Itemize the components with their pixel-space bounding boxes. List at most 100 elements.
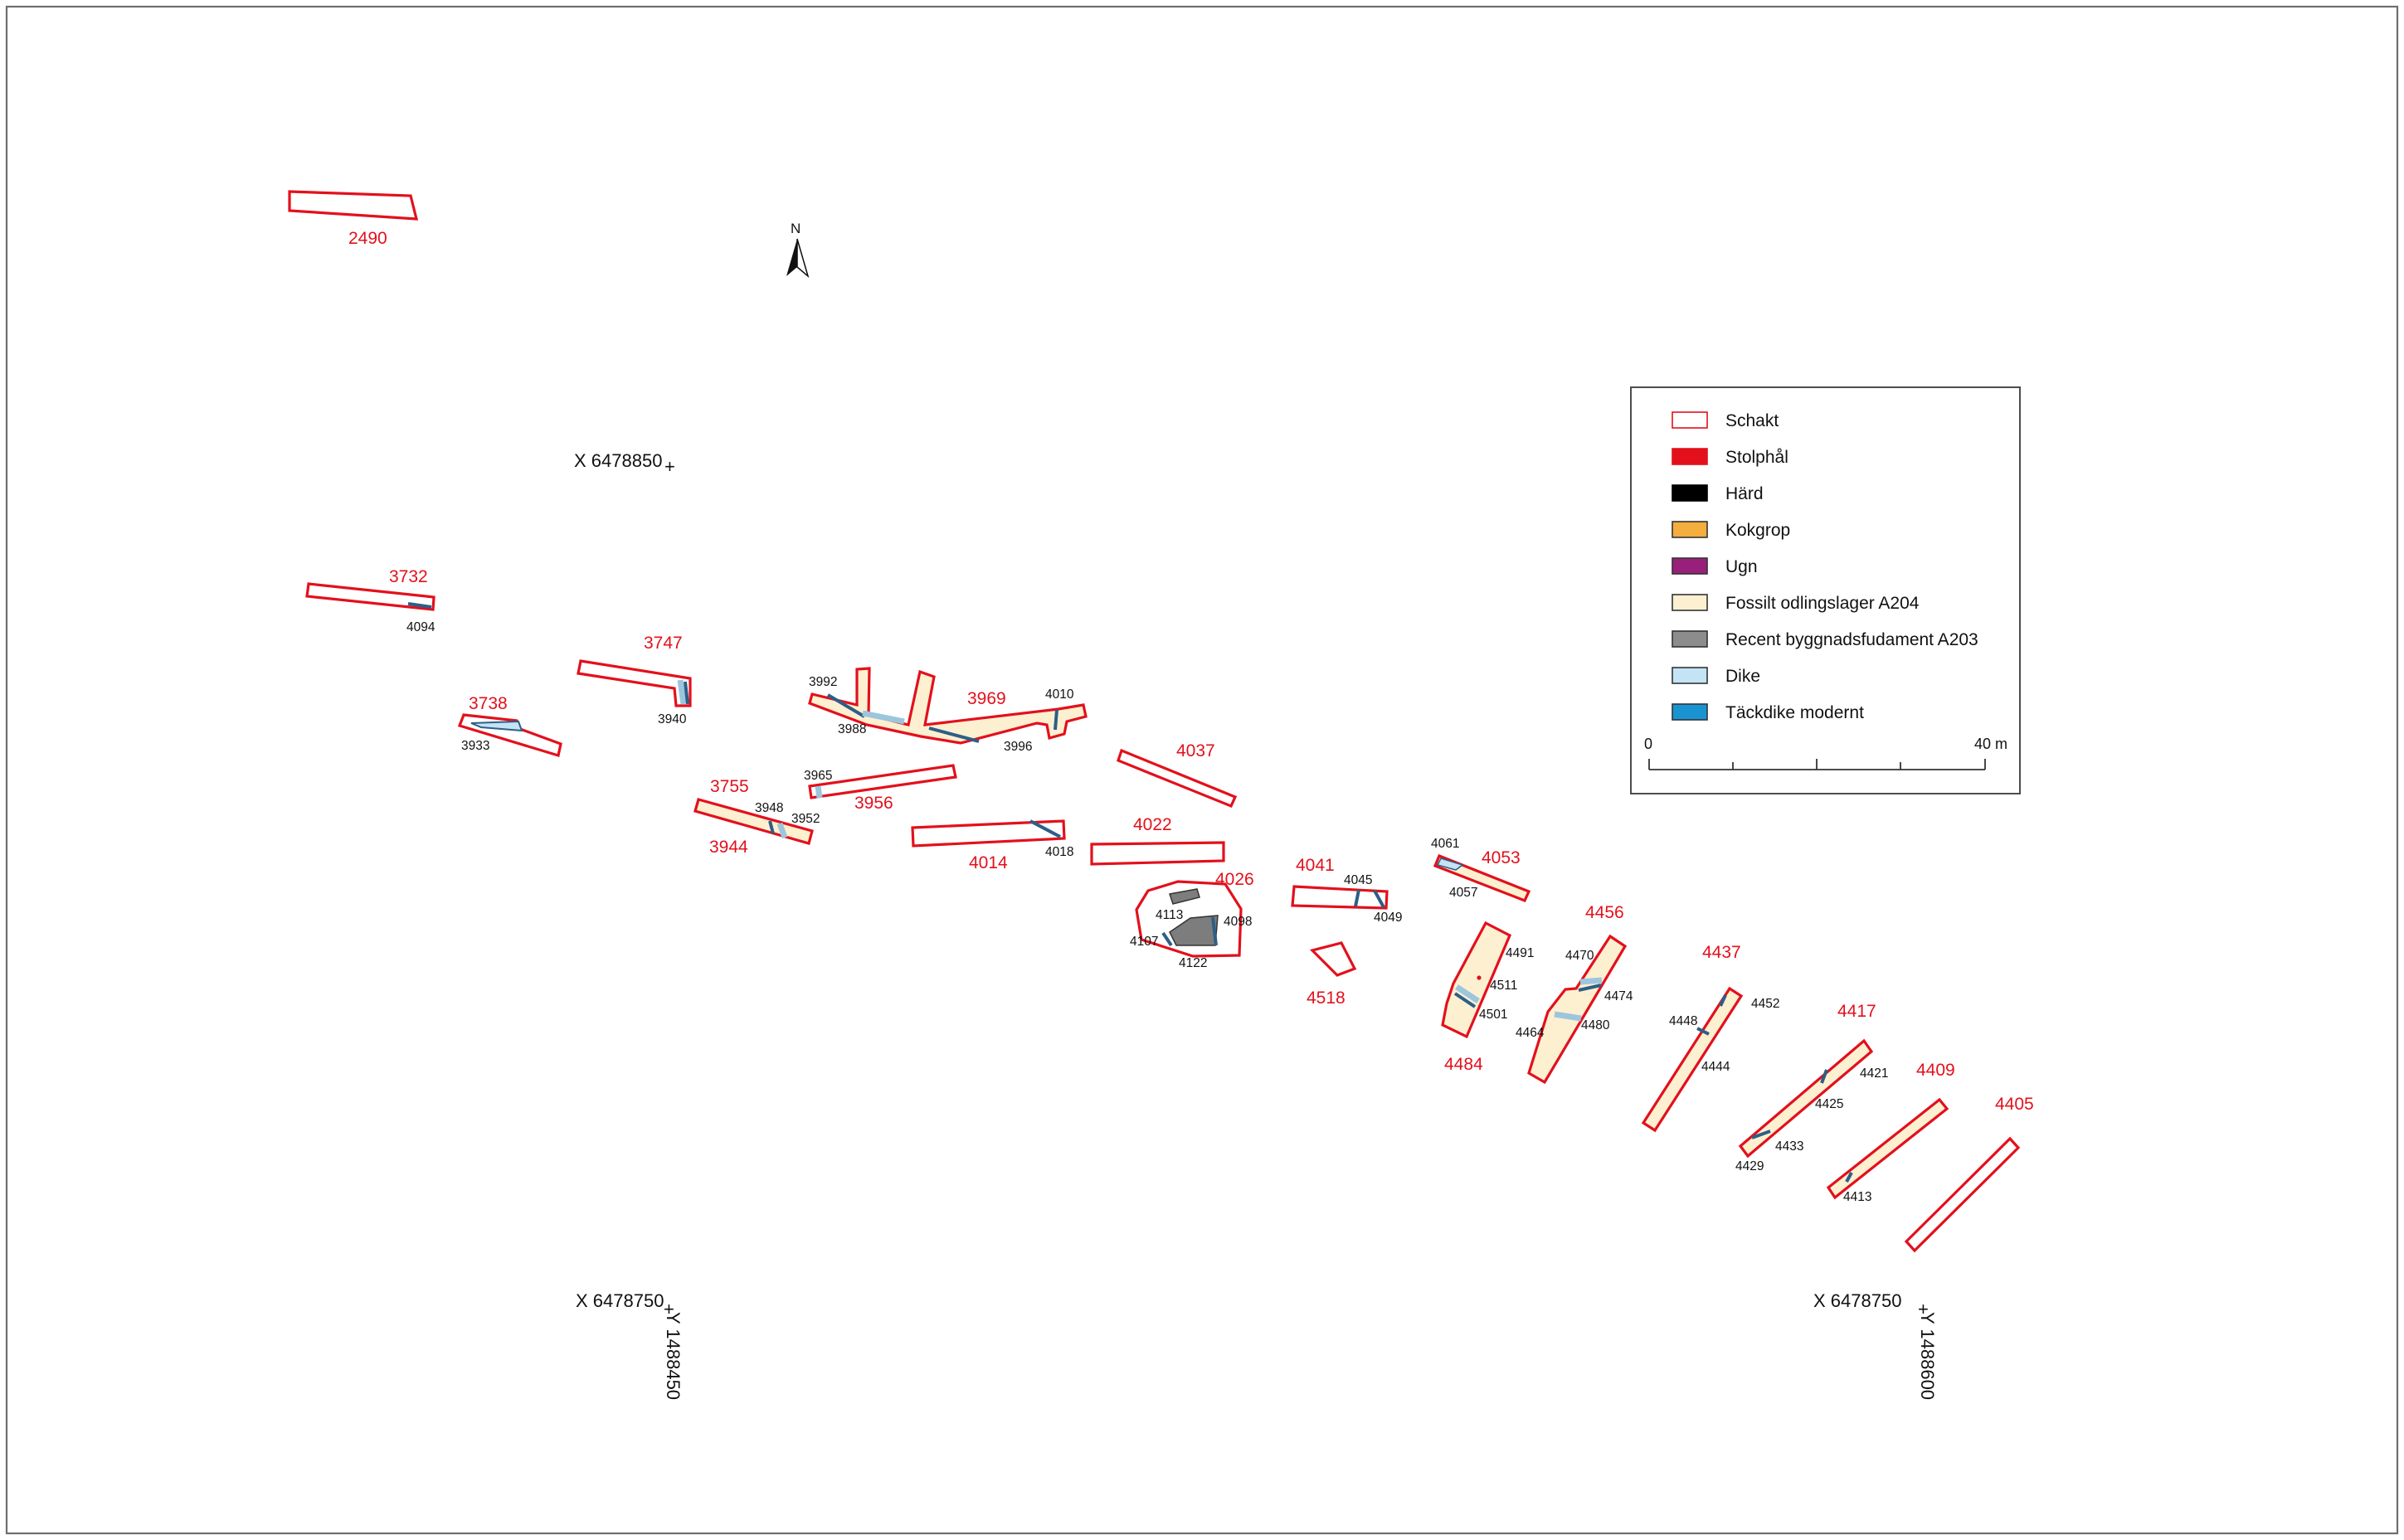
feature-label-3988: 3988 [838,722,866,736]
trench-3732 [305,582,436,611]
legend-label-2: Härd [1725,484,1764,503]
trench-label-4041: 4041 [1296,856,1335,875]
legend-swatch-7 [1672,667,1708,684]
feature-label-4061: 4061 [1431,837,1459,851]
ditch-4421 [1820,1069,1828,1084]
trench-label-4409: 4409 [1916,1061,1955,1080]
legend-swatch-8 [1672,703,1708,721]
scale-bar: 0 40 m [1644,736,2007,770]
trenches [288,190,2021,1253]
feature-label-3992: 3992 [809,675,837,689]
legend-swatch-6 [1672,630,1708,648]
ditch-3992 [826,693,866,718]
feature-label-4107: 4107 [1130,935,1158,949]
ditch-4448 [1696,1027,1710,1036]
trench-4014 [911,819,1066,848]
trench-label-4484: 4484 [1444,1055,1483,1074]
legend-swatch-5 [1672,594,1708,611]
ditch-3965 [815,785,823,799]
features [407,602,1853,1183]
coordinates: X 6478850 + X 6478750 + Y 1488450 X 6478… [574,450,1938,1400]
coord-y-right: Y 1488600 [1917,1312,1938,1400]
north-arrow-icon-right [796,238,810,279]
trench-label-4014: 4014 [969,853,1008,872]
feature-label-4049: 4049 [1374,911,1402,925]
scale-bar-start: 0 [1644,736,1652,752]
north-arrow-label: N [791,221,801,236]
ditch-3952 [776,822,788,839]
trench-label-4053: 4053 [1482,848,1521,867]
trench-label-3732: 3732 [389,567,428,586]
ditch-4501 [1455,984,1480,1003]
ditch-3940 [684,681,689,705]
coord-bottom-right: X 6478750 [1813,1290,1901,1311]
feature-label-4452: 4452 [1751,997,1779,1011]
trench-4037 [1117,748,1238,809]
feature-label-3940: 3940 [658,712,687,726]
scale-bar-end: 40 m [1974,736,2007,752]
trench-label-3755: 3755 [710,777,749,796]
trench-label-2490: 2490 [348,229,387,248]
trench-label-4417: 4417 [1837,1002,1876,1021]
feature-label-3948: 3948 [755,801,783,815]
coord-top-left: X 6478850 [574,450,662,471]
ditch-4452 [1719,994,1727,1007]
feature-label-4425: 4425 [1815,1097,1843,1111]
trench-3747 [577,659,692,707]
feature-label-4018: 4018 [1045,845,1073,859]
ditch-3996 [928,726,980,743]
ditch-4480 [1554,1011,1582,1022]
trench-labels: 2490 3732 3747 3738 3969 4037 3755 3956 … [348,229,2034,1114]
feature-label-4491: 4491 [1506,946,1534,960]
feature-labels: 4094 3940 3933 3992 3988 3996 4010 3965 … [406,620,1888,1204]
feature-label-4045: 4045 [1344,873,1372,887]
legend-items: Schakt Stolphål Härd Kokgrop Ugn Fossilt odli… [1672,411,1978,722]
trench-4484 [1441,921,1512,1039]
ditch-4018 [1029,819,1061,838]
ditch-4511 [1453,992,1477,1008]
trench-3969 [808,667,1088,745]
ditch-4433 [1751,1129,1771,1139]
ditch-3940-light [677,679,687,705]
legend-swatch-4 [1672,557,1708,575]
feature-label-3933: 3933 [461,739,489,753]
posthole-4491 [1477,975,1482,980]
feature-label-4474: 4474 [1604,989,1633,1003]
trench-label-4026: 4026 [1215,870,1254,889]
trench-label-4022: 4022 [1133,815,1172,834]
foundation-4098 [1169,915,1219,946]
feature-label-4429: 4429 [1735,1159,1764,1173]
foundation-4113 [1169,888,1200,905]
legend-swatch-1 [1672,448,1708,465]
feature-label-3952: 3952 [791,812,820,826]
trench-4417 [1738,1038,1874,1159]
ditch-4474 [1578,984,1602,992]
legend-label-1: Stolphål [1725,448,1788,467]
legend-label-6: Recent byggnadsfudament A203 [1725,630,1978,649]
feature-label-4501: 4501 [1479,1008,1507,1022]
trench-label-3969: 3969 [967,689,1006,708]
trench-label-4037: 4037 [1176,741,1215,760]
legend-label-5: Fossilt odlingslager A204 [1725,594,1920,613]
trench-label-3738: 3738 [469,694,508,713]
legend-swatch-0 [1672,411,1708,429]
ditch-4010 [1054,709,1058,731]
trench-label-3956: 3956 [854,794,893,813]
feature-label-3996: 3996 [1004,740,1032,754]
ditch-3988 [862,710,905,725]
north-arrow: N [786,221,810,279]
ditch-3933 [470,720,523,732]
trench-4022 [1090,841,1225,866]
trench-4437 [1641,986,1744,1133]
trench-label-3944: 3944 [709,838,748,857]
trench-2490 [288,190,419,221]
legend: Schakt Stolphål Härd Kokgrop Ugn Fossilt odli… [1630,386,2021,794]
feature-label-4444: 4444 [1701,1060,1730,1074]
coord-y-left: Y 1488450 [663,1312,684,1400]
feature-label-4113: 4113 [1156,908,1183,922]
trench-4409 [1826,1097,1949,1200]
ditch-4061 [1436,857,1464,871]
trench-4041 [1291,885,1389,910]
coord-cross-bottom-right: + [1918,1299,1929,1319]
